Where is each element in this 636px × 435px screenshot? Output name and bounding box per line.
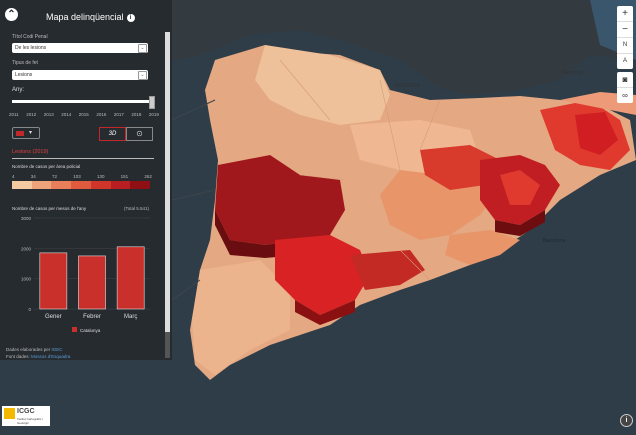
icgc-logo[interactable]: ICGC Institut Cartogràfic i Geològic: [2, 406, 50, 426]
legend-swatch: [71, 181, 91, 189]
color-swatch: [16, 131, 24, 136]
year-label: Any:: [12, 87, 25, 93]
legend-tick: 72: [51, 174, 57, 179]
tipus-fet-select[interactable]: Lesions ⌄: [12, 70, 148, 80]
legend-color-scale: [12, 181, 151, 189]
3d-toggle-button[interactable]: 3D: [99, 127, 126, 141]
year-slider-track[interactable]: [12, 100, 154, 103]
zoom-controls: + − N A: [617, 6, 633, 69]
bar-chart: 0 1000 2000 3000 Gener Febrer Març Catalunya: [21, 216, 150, 333]
chevron-down-icon: ⌄: [138, 71, 147, 80]
legend-swatch: [130, 181, 151, 189]
map-label-perpinya: Perpinyà: [563, 70, 583, 76]
panel-header: ⌃ Mapa delinqüencial i: [0, 0, 172, 30]
info-icon[interactable]: i: [620, 414, 633, 427]
year-tick: 2015: [78, 112, 89, 117]
region-ebre: [192, 260, 290, 375]
pitch-button[interactable]: A: [622, 58, 627, 64]
year-tick: 2014: [61, 112, 72, 117]
legend-tick: 130: [96, 174, 105, 179]
bar: [78, 255, 106, 310]
land-france: [172, 0, 636, 95]
extra-controls: ◙ ∞: [617, 72, 633, 103]
legend-swatch: [72, 327, 77, 332]
link-icon[interactable]: ∞: [622, 91, 628, 100]
year-tick: 2019: [148, 112, 159, 117]
camera-icon[interactable]: ◙: [617, 72, 633, 88]
region-pyrenees: [255, 45, 390, 125]
year-tick: 2018: [131, 112, 142, 117]
map-label-andorra: ANDORRA: [395, 83, 421, 89]
year-slider-thumb[interactable]: [149, 96, 155, 109]
divider: [12, 158, 154, 159]
codi-penal-select[interactable]: De les lesions ⌄: [12, 43, 148, 53]
chevron-up-icon[interactable]: ⌃: [5, 8, 18, 21]
legend-tick: 103: [73, 174, 81, 179]
legend-swatch: [12, 181, 32, 189]
footer-link[interactable]: IGEC: [51, 347, 63, 352]
logo-mark: [4, 408, 15, 419]
x-tick-label: Febrer: [83, 314, 101, 320]
y-tick-label: 1000: [21, 277, 32, 282]
logo-text: ICGC: [17, 408, 35, 415]
y-tick-label: 0: [28, 307, 31, 312]
year-tick: 2011: [9, 112, 19, 117]
region-tarragona: [275, 235, 370, 315]
year-tick: 2016: [96, 112, 107, 117]
y-tick-label: 3000: [21, 216, 32, 221]
year-tick: 2013: [43, 112, 54, 117]
x-tick-label: Gener: [45, 314, 62, 320]
region-lleida: [215, 155, 345, 245]
zoom-out-button[interactable]: −: [617, 22, 633, 38]
map-label-barcelona: Barcelona: [543, 238, 566, 244]
field1-label: Títol Codi Penal: [12, 34, 48, 40]
legend-swatch: [31, 181, 52, 189]
panel-title: Mapa delinqüencial i: [46, 12, 135, 22]
legend-swatch: [90, 181, 111, 189]
field2-label: Tipus de fet: [12, 60, 38, 66]
footer-text: Font dades:: [6, 354, 30, 359]
color-scheme-button[interactable]: ▾: [12, 127, 40, 139]
caret-down-icon: ▾: [29, 130, 33, 136]
panel-footer: Dades elaborades per IGEC Font dades: Mo…: [6, 346, 70, 360]
section-title: Lesions (2019): [12, 149, 49, 155]
series-legend-label: Catalunya: [80, 328, 101, 333]
target-icon[interactable]: ⊙: [126, 127, 153, 141]
logo-subtext: Institut Cartogràfic i Geològic: [17, 417, 43, 425]
legend-tick: 262: [144, 174, 152, 179]
legend-tick: 34: [30, 174, 36, 179]
legend-swatch: [51, 181, 72, 189]
legend-swatch: [110, 181, 131, 189]
compass-icon[interactable]: N: [617, 38, 633, 54]
bar-chart-title: Nombre de casos per mesos de l'any: [12, 206, 87, 211]
bar: [39, 252, 68, 310]
year-tick: 2012: [26, 112, 37, 117]
legend-tick: 4: [12, 174, 15, 179]
panel-scrollbar[interactable]: [165, 32, 170, 358]
footer-text: Dades elaborades per: [6, 347, 51, 352]
bar-chart-subtitle: (Total 5.541): [124, 206, 150, 211]
bar: [116, 246, 145, 310]
legend-tick: 151: [120, 174, 129, 179]
chevron-down-icon: ⌄: [138, 44, 147, 53]
legend-ticks: 4 34 72 103 130 151 262: [12, 174, 152, 179]
scrollbar-thumb[interactable]: [165, 32, 170, 332]
info-icon[interactable]: i: [126, 13, 135, 22]
y-tick-label: 2000: [21, 246, 32, 251]
x-tick-label: Març: [124, 314, 137, 320]
year-tick: 2017: [113, 112, 124, 117]
side-panel: ⌃ Mapa delinqüencial i Títol Codi Penal D…: [0, 0, 172, 360]
year-ticks: 2011 2012 2013 2014 2015 2016 2017 2018 …: [9, 112, 159, 117]
legend-title: Nombre de casos per àrea policial: [12, 164, 81, 169]
footer-link[interactable]: Mossos d'Esquadra: [31, 354, 71, 359]
zoom-in-button[interactable]: +: [617, 6, 633, 22]
